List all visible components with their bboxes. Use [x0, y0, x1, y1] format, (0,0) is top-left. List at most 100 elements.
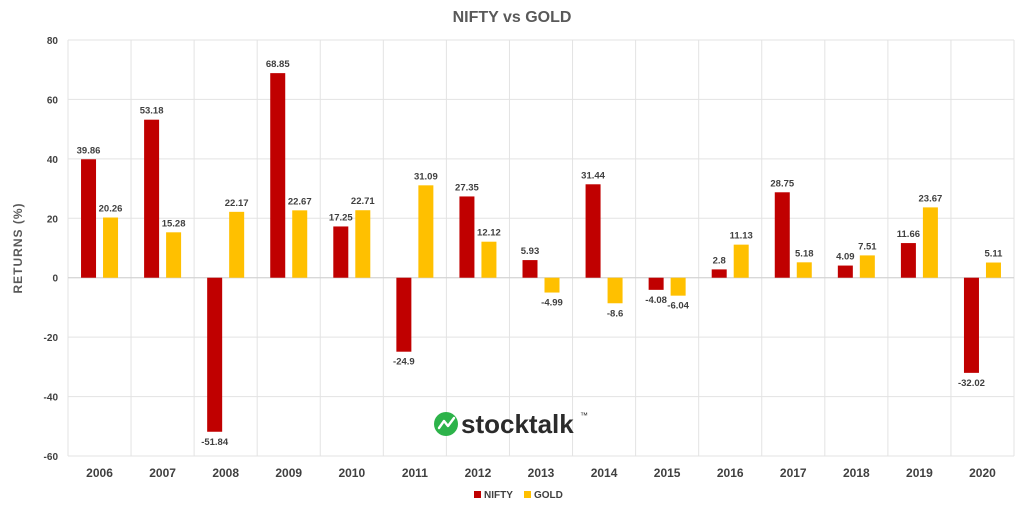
gridlines: [67, 39, 1015, 457]
gold-data-label: -6.04: [667, 301, 689, 312]
nifty-data-label: 39.86: [77, 145, 101, 156]
x-tick-label: 2006: [86, 466, 113, 480]
nifty-data-label: 4.09: [836, 252, 855, 263]
watermark-trademark: ™: [580, 411, 588, 420]
y-tick-label: 20: [47, 214, 59, 225]
x-tick-label: 2016: [717, 466, 744, 480]
gold-bar-2008: [229, 211, 245, 278]
nifty-bar-2009: [270, 73, 286, 278]
gold-data-label: 22.71: [351, 196, 375, 207]
nifty-legend-swatch: [474, 491, 481, 498]
x-tick-label: 2020: [969, 466, 996, 480]
y-tick-label: -40: [44, 393, 59, 404]
nifty-legend-label: NIFTY: [484, 490, 513, 501]
nifty-data-label: 27.35: [455, 182, 479, 193]
x-tick-label: 2008: [212, 466, 239, 480]
gold-bar-2018: [859, 255, 875, 278]
gold-data-label: 22.67: [288, 196, 312, 207]
x-tick-label: 2019: [906, 466, 933, 480]
x-tick-label: 2017: [780, 466, 807, 480]
y-tick-label: 80: [47, 36, 59, 47]
nifty-data-label: 17.25: [329, 212, 353, 223]
chart-title: NIFTY vs GOLD: [453, 9, 572, 26]
x-tick-label: 2012: [465, 466, 492, 480]
gold-bar-2007: [166, 232, 182, 278]
x-tick-label: 2014: [591, 466, 618, 480]
nifty-bar-2019: [900, 243, 916, 278]
nifty-bar-2013: [522, 260, 538, 278]
nifty-bar-2006: [81, 159, 97, 278]
nifty-bar-2020: [963, 277, 979, 373]
logo-arrow-icon: [437, 416, 456, 430]
gold-data-label: 5.11: [984, 249, 1003, 260]
nifty-data-label: 53.18: [140, 106, 164, 117]
nifty-bar-2014: [585, 184, 601, 278]
gold-bar-2017: [796, 262, 812, 278]
y-axis-label: RETURNS (%): [11, 203, 25, 294]
gold-bar-2020: [985, 262, 1001, 278]
gold-data-label: 31.09: [414, 171, 438, 182]
nifty-bar-2011: [396, 277, 412, 352]
gold-bar-2015: [670, 277, 686, 296]
x-tick-label: 2009: [275, 466, 302, 480]
gold-bar-2016: [733, 244, 749, 278]
x-tick-label: 2015: [654, 466, 681, 480]
gold-data-label: 11.13: [730, 231, 753, 242]
gold-data-label: 22.17: [225, 198, 249, 209]
nifty-data-label: 31.44: [581, 170, 605, 181]
nifty-bar-2008: [207, 277, 223, 432]
nifty-data-label: -24.9: [393, 357, 415, 368]
stocktalk-watermark: stocktalk ™: [434, 409, 588, 439]
nifty-data-label: 2.8: [713, 255, 726, 266]
y-tick-label: -20: [44, 333, 59, 344]
gold-bar-2019: [922, 207, 938, 278]
y-tick-label: 60: [47, 95, 59, 106]
gold-data-label: 5.18: [795, 248, 814, 259]
gold-bar-2006: [103, 217, 119, 278]
x-tick-label: 2007: [149, 466, 176, 480]
gold-bar-2011: [418, 185, 434, 278]
watermark-text: stocktalk: [461, 409, 574, 439]
nifty-bar-2010: [333, 226, 349, 278]
nifty-data-label: 11.66: [897, 229, 920, 240]
gold-bar-2009: [292, 210, 308, 278]
gold-data-label: 12.12: [477, 228, 501, 239]
gold-legend-swatch: [524, 491, 531, 498]
x-tick-label: 2013: [528, 466, 555, 480]
y-tick-label: 40: [47, 155, 59, 166]
nifty-data-label: -4.08: [645, 295, 667, 306]
bars: [81, 73, 1001, 432]
x-tick-label: 2018: [843, 466, 870, 480]
nifty-data-label: 5.93: [521, 246, 540, 257]
gold-bar-2014: [607, 277, 623, 304]
gold-data-label: 20.26: [99, 204, 123, 215]
nifty-data-label: 28.75: [770, 178, 794, 189]
y-tick-label: 0: [52, 274, 58, 285]
nifty-bar-2012: [459, 196, 475, 278]
gold-bar-2012: [481, 241, 497, 278]
data-labels: 39.86 53.18 -51.84 68.85 17.25 -24.9 27.35 5.93…: [77, 59, 1004, 448]
gold-data-label: 15.28: [162, 218, 186, 229]
nifty-bar-2016: [711, 269, 727, 278]
gold-data-label: -8.6: [607, 308, 623, 319]
x-axis-ticks: 2006 2007 2008 2009 2010 2011 2012 2013 2014 2015…: [86, 466, 996, 480]
gold-data-label: 23.67: [919, 193, 943, 204]
gold-data-label: -4.99: [541, 298, 563, 309]
nifty-bar-2007: [144, 119, 160, 278]
gold-legend-label: GOLD: [534, 490, 563, 501]
nifty-bar-2015: [648, 277, 664, 290]
nifty-bar-2017: [774, 192, 790, 278]
nifty-bar-2018: [837, 265, 853, 278]
gold-bar-2010: [355, 210, 371, 278]
x-tick-label: 2010: [338, 466, 365, 480]
nifty-data-label: -32.02: [958, 378, 985, 389]
y-axis-ticks: -60 -40 -20 0 20 40 60 80: [44, 36, 59, 463]
gold-data-label: 7.51: [858, 241, 877, 252]
y-tick-label: -60: [44, 452, 59, 463]
x-tick-label: 2011: [402, 466, 428, 480]
gold-bar-2013: [544, 277, 560, 293]
nifty-data-label: 68.85: [266, 59, 290, 70]
legend: NIFTY GOLD: [474, 490, 563, 501]
nifty-data-label: -51.84: [201, 437, 229, 448]
